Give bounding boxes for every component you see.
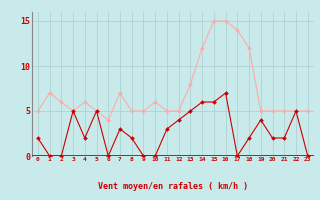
X-axis label: Vent moyen/en rafales ( km/h ): Vent moyen/en rafales ( km/h ) (98, 182, 248, 191)
